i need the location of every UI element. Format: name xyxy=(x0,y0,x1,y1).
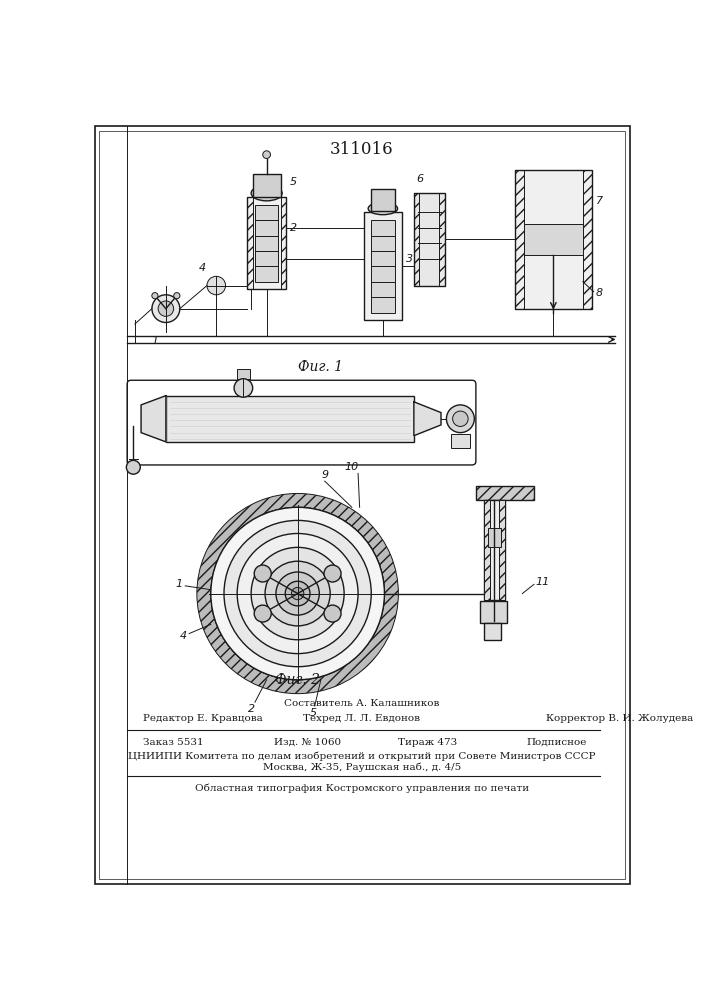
Text: Областная типография Костромского управления по печати: Областная типография Костромского управл… xyxy=(195,784,529,793)
Bar xyxy=(499,500,506,600)
Bar xyxy=(484,623,501,640)
Text: 5: 5 xyxy=(290,177,297,187)
Text: 8: 8 xyxy=(596,288,603,298)
Text: 11: 11 xyxy=(535,577,550,587)
Text: Подписное: Подписное xyxy=(526,738,587,747)
Bar xyxy=(484,500,490,600)
Circle shape xyxy=(158,301,174,316)
Text: 7: 7 xyxy=(596,196,603,206)
Text: Фиг. 2: Фиг. 2 xyxy=(275,673,320,687)
Bar xyxy=(583,170,592,309)
Circle shape xyxy=(207,276,226,295)
Bar xyxy=(371,220,395,312)
Polygon shape xyxy=(141,396,166,442)
Bar xyxy=(480,601,507,623)
Bar xyxy=(281,197,286,289)
Circle shape xyxy=(265,561,330,626)
Text: Фиг. 1: Фиг. 1 xyxy=(298,360,344,374)
Wedge shape xyxy=(237,533,358,654)
Text: 3: 3 xyxy=(406,254,414,264)
Text: 5: 5 xyxy=(310,708,317,718)
Bar xyxy=(247,197,252,289)
Bar xyxy=(237,369,250,379)
Text: Корректор В. И. Жолудева: Корректор В. И. Жолудева xyxy=(546,714,693,723)
Circle shape xyxy=(263,151,271,158)
Circle shape xyxy=(174,293,180,299)
Bar xyxy=(476,486,534,500)
Circle shape xyxy=(211,507,385,680)
Circle shape xyxy=(324,605,341,622)
Circle shape xyxy=(324,565,341,582)
Circle shape xyxy=(255,605,271,622)
Bar xyxy=(247,197,286,289)
Text: Техред Л. Л. Евдонов: Техред Л. Л. Евдонов xyxy=(303,714,421,723)
Bar xyxy=(451,434,469,448)
Text: 6: 6 xyxy=(416,174,423,184)
Circle shape xyxy=(255,565,271,582)
Text: Москва, Ж-35, Раушская наб., д. 4/5: Москва, Ж-35, Раушская наб., д. 4/5 xyxy=(263,763,461,772)
Text: 10: 10 xyxy=(345,462,359,472)
Circle shape xyxy=(452,411,468,426)
Bar xyxy=(488,528,501,547)
Bar xyxy=(371,189,395,211)
Polygon shape xyxy=(414,402,441,436)
Text: 2: 2 xyxy=(247,704,255,714)
Bar xyxy=(252,174,281,197)
Text: Тираж 473: Тираж 473 xyxy=(398,738,457,747)
Circle shape xyxy=(152,295,180,323)
Bar xyxy=(363,212,402,320)
Bar xyxy=(484,500,506,600)
Circle shape xyxy=(285,581,310,606)
Text: Заказ 5531: Заказ 5531 xyxy=(143,738,203,747)
Wedge shape xyxy=(211,507,385,680)
Text: Изд. № 1060: Изд. № 1060 xyxy=(274,738,341,747)
Circle shape xyxy=(224,520,371,667)
Text: ЦНИИПИ Комитета по делам изобретений и открытий при Совете Министров СССР: ЦНИИПИ Комитета по делам изобретений и о… xyxy=(128,751,596,761)
Bar xyxy=(515,170,592,309)
Bar xyxy=(515,170,524,309)
Circle shape xyxy=(234,379,252,397)
Text: 1: 1 xyxy=(151,336,158,346)
Bar xyxy=(524,224,583,255)
Circle shape xyxy=(152,293,158,299)
Bar xyxy=(440,193,445,286)
Bar xyxy=(414,193,445,286)
Text: 9: 9 xyxy=(321,470,328,480)
Bar xyxy=(414,193,419,286)
Text: Редактор Е. Кравцова: Редактор Е. Кравцова xyxy=(143,714,262,723)
Circle shape xyxy=(291,587,304,600)
Ellipse shape xyxy=(251,185,282,201)
Bar xyxy=(166,396,414,442)
Circle shape xyxy=(251,547,344,640)
Circle shape xyxy=(276,572,320,615)
Text: 2: 2 xyxy=(290,223,297,233)
Wedge shape xyxy=(197,493,398,694)
Circle shape xyxy=(446,405,474,433)
Text: 4: 4 xyxy=(199,263,206,273)
Text: 4: 4 xyxy=(180,631,187,641)
Text: 1: 1 xyxy=(176,579,183,589)
Text: Составитель А. Калашников: Составитель А. Калашников xyxy=(284,699,440,708)
Circle shape xyxy=(237,533,358,654)
Text: 311016: 311016 xyxy=(330,141,394,158)
Circle shape xyxy=(127,460,140,474)
Ellipse shape xyxy=(368,202,397,215)
Bar xyxy=(255,205,279,282)
